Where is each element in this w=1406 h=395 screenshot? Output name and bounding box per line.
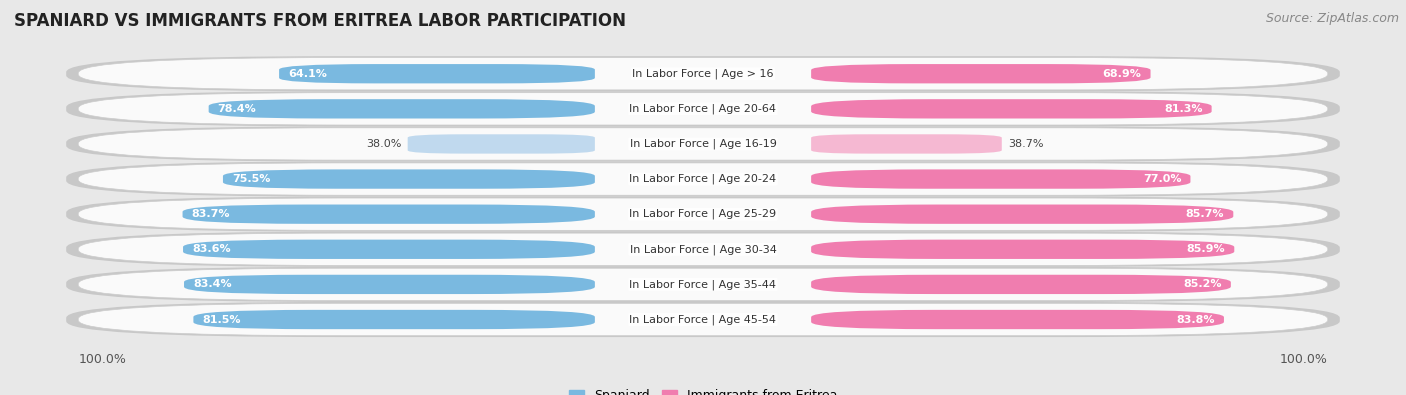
FancyBboxPatch shape	[811, 310, 1225, 329]
FancyBboxPatch shape	[194, 310, 595, 329]
FancyBboxPatch shape	[79, 268, 1327, 301]
FancyBboxPatch shape	[66, 162, 1340, 197]
Text: 83.8%: 83.8%	[1177, 314, 1215, 325]
FancyBboxPatch shape	[811, 240, 1234, 259]
Text: In Labor Force | Age 20-64: In Labor Force | Age 20-64	[630, 103, 776, 114]
FancyBboxPatch shape	[66, 302, 1340, 337]
FancyBboxPatch shape	[79, 233, 1327, 265]
Text: 38.7%: 38.7%	[1008, 139, 1043, 149]
Text: In Labor Force | Age 45-54: In Labor Force | Age 45-54	[630, 314, 776, 325]
Text: 77.0%: 77.0%	[1143, 174, 1181, 184]
Text: Source: ZipAtlas.com: Source: ZipAtlas.com	[1265, 12, 1399, 25]
Text: In Labor Force | Age 25-29: In Labor Force | Age 25-29	[630, 209, 776, 220]
FancyBboxPatch shape	[66, 267, 1340, 302]
FancyBboxPatch shape	[66, 56, 1340, 91]
FancyBboxPatch shape	[183, 205, 595, 224]
Text: 64.1%: 64.1%	[288, 69, 328, 79]
FancyBboxPatch shape	[811, 169, 1191, 189]
FancyBboxPatch shape	[66, 91, 1340, 126]
FancyBboxPatch shape	[811, 134, 1001, 154]
FancyBboxPatch shape	[79, 163, 1327, 195]
Text: In Labor Force | Age 30-34: In Labor Force | Age 30-34	[630, 244, 776, 254]
FancyBboxPatch shape	[408, 134, 595, 154]
FancyBboxPatch shape	[79, 58, 1327, 90]
FancyBboxPatch shape	[79, 128, 1327, 160]
FancyBboxPatch shape	[66, 232, 1340, 267]
Text: 38.0%: 38.0%	[367, 139, 402, 149]
FancyBboxPatch shape	[184, 275, 595, 294]
Text: In Labor Force | Age 35-44: In Labor Force | Age 35-44	[630, 279, 776, 290]
Text: 81.3%: 81.3%	[1164, 104, 1202, 114]
Text: 83.7%: 83.7%	[191, 209, 231, 219]
FancyBboxPatch shape	[79, 198, 1327, 230]
Text: 83.6%: 83.6%	[193, 244, 231, 254]
Legend: Spaniard, Immigrants from Eritrea: Spaniard, Immigrants from Eritrea	[564, 384, 842, 395]
Text: 83.4%: 83.4%	[193, 279, 232, 290]
FancyBboxPatch shape	[66, 197, 1340, 232]
Text: 75.5%: 75.5%	[232, 174, 270, 184]
Text: In Labor Force | Age 16-19: In Labor Force | Age 16-19	[630, 139, 776, 149]
Text: 68.9%: 68.9%	[1102, 69, 1142, 79]
FancyBboxPatch shape	[811, 64, 1150, 83]
Text: SPANIARD VS IMMIGRANTS FROM ERITREA LABOR PARTICIPATION: SPANIARD VS IMMIGRANTS FROM ERITREA LABO…	[14, 12, 626, 30]
FancyBboxPatch shape	[79, 303, 1327, 336]
Text: 81.5%: 81.5%	[202, 314, 240, 325]
Text: 85.7%: 85.7%	[1185, 209, 1225, 219]
FancyBboxPatch shape	[66, 126, 1340, 162]
Text: 78.4%: 78.4%	[218, 104, 256, 114]
Text: In Labor Force | Age 20-24: In Labor Force | Age 20-24	[630, 174, 776, 184]
Text: 85.9%: 85.9%	[1187, 244, 1225, 254]
FancyBboxPatch shape	[224, 169, 595, 189]
FancyBboxPatch shape	[811, 275, 1230, 294]
FancyBboxPatch shape	[280, 64, 595, 83]
FancyBboxPatch shape	[811, 205, 1233, 224]
FancyBboxPatch shape	[811, 99, 1212, 118]
FancyBboxPatch shape	[208, 99, 595, 118]
FancyBboxPatch shape	[79, 93, 1327, 125]
Text: In Labor Force | Age > 16: In Labor Force | Age > 16	[633, 68, 773, 79]
Text: 85.2%: 85.2%	[1184, 279, 1222, 290]
FancyBboxPatch shape	[183, 240, 595, 259]
